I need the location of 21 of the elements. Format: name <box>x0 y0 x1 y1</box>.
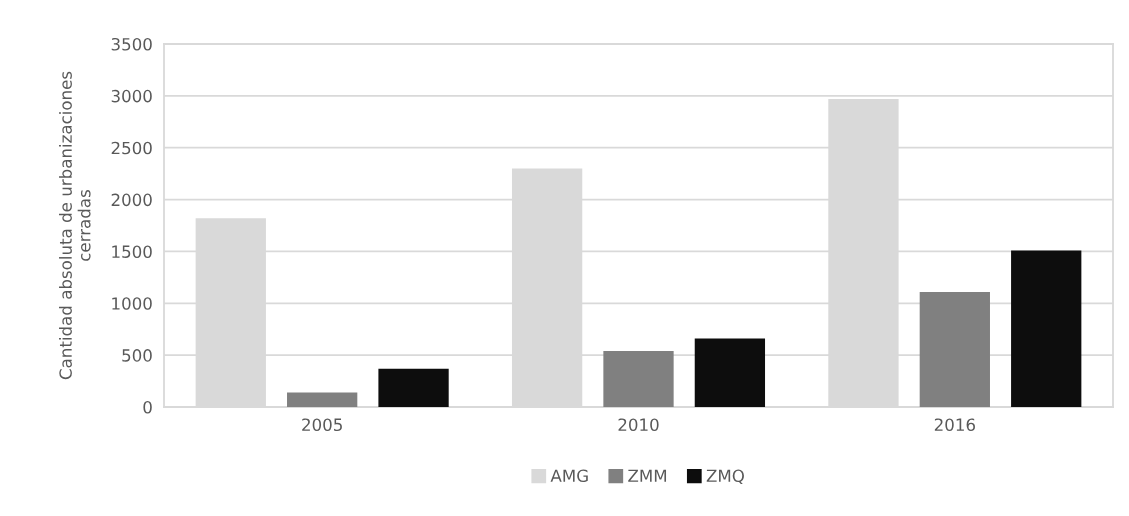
bar <box>287 392 358 407</box>
bar <box>694 338 766 407</box>
legend-label: AMG <box>550 469 588 483</box>
legend-label: ZMQ <box>706 469 744 484</box>
bar <box>919 291 990 407</box>
y-axis-title: Cantidad absoluta de urbanizaciones cerradas <box>59 71 91 380</box>
bar <box>378 368 449 407</box>
x-tick-label: 2005 <box>302 418 342 432</box>
y-tick-label: 3500 <box>111 37 152 51</box>
y-tick-label: 500 <box>122 349 152 362</box>
y-tick-label: 2000 <box>111 193 152 207</box>
x-tick-label: 2016 <box>934 418 975 432</box>
y-tick-label: 0 <box>143 400 152 414</box>
x-tick-label: 2010 <box>618 418 659 432</box>
bar <box>1011 250 1082 407</box>
y-tick-label: 3000 <box>111 89 152 103</box>
y-tick-label: 2500 <box>111 141 152 155</box>
y-tick-label: 1000 <box>112 297 152 310</box>
bar <box>603 350 674 407</box>
legend-label: ZMM <box>628 469 667 482</box>
y-tick-label: 1500 <box>112 245 152 258</box>
